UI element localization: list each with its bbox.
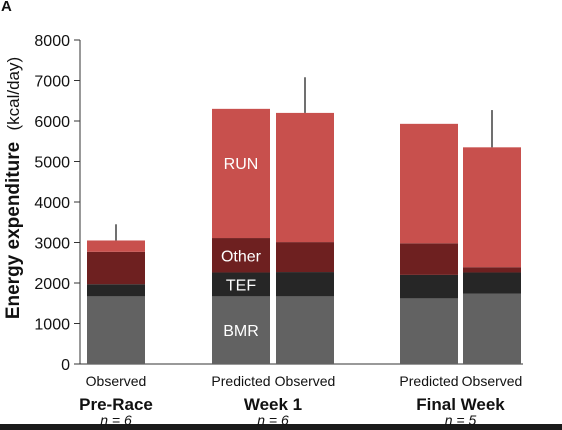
bar-segment-bmr bbox=[463, 293, 521, 364]
bar-segment-run bbox=[212, 108, 270, 239]
bar-label: Predicted bbox=[211, 373, 270, 389]
component-label-run: RUN bbox=[224, 156, 259, 173]
y-tick-label: 0 bbox=[61, 357, 70, 374]
bar-segment-run bbox=[463, 147, 521, 268]
group-label: Week 1 bbox=[244, 395, 302, 414]
y-tick-label: 5000 bbox=[34, 155, 70, 172]
y-tick-label: 1000 bbox=[34, 317, 70, 334]
bar-segment-other bbox=[87, 251, 145, 285]
error-bars bbox=[115, 77, 493, 241]
component-label-bmr: BMR bbox=[223, 323, 259, 340]
component-label-tef: TEF bbox=[226, 277, 256, 294]
panel-label: A bbox=[1, 0, 12, 15]
bar-label: Predicted bbox=[399, 373, 458, 389]
y-tick-label: 3000 bbox=[34, 236, 70, 253]
bars bbox=[87, 108, 521, 364]
y-axis-title-unit: (kcal/day) bbox=[4, 57, 23, 131]
bar-segment-other bbox=[400, 243, 458, 275]
group-n-label: n = 6 bbox=[100, 412, 132, 428]
bar-segment-other bbox=[212, 238, 270, 273]
bar-segment-bmr bbox=[87, 296, 145, 364]
bar-segment-tef bbox=[463, 272, 521, 294]
group-n-label: n = 5 bbox=[445, 412, 477, 428]
y-tick-label: 4000 bbox=[34, 195, 70, 212]
y-axis-title: Energy expenditure (kcal/day) bbox=[3, 57, 24, 319]
bar-segment-tef bbox=[400, 274, 458, 299]
group-n-label: n = 6 bbox=[257, 412, 289, 428]
bottom-border bbox=[0, 424, 562, 430]
y-axis-title-main: Energy expenditure bbox=[3, 142, 24, 319]
bar-label: Observed bbox=[462, 373, 523, 389]
bar-label: Observed bbox=[275, 373, 336, 389]
bar-segment-tef bbox=[87, 284, 145, 297]
y-tick-label: 7000 bbox=[34, 74, 70, 91]
y-tick-label: 6000 bbox=[34, 114, 70, 131]
bar-segment-tef bbox=[276, 272, 334, 297]
y-tick-label: 2000 bbox=[34, 276, 70, 293]
bar-segment-bmr bbox=[400, 298, 458, 364]
group-label: Final Week bbox=[416, 395, 505, 414]
bar-segment-other bbox=[463, 267, 521, 273]
y-tick-label: 8000 bbox=[34, 33, 70, 50]
y-axis: 0 1000 2000 3000 4000 5000 6000 7000 8000 bbox=[34, 33, 523, 374]
svg-text:Energy expenditure (kcal: Energy expenditure (kcal/day) bbox=[3, 57, 24, 319]
bar-segment-bmr bbox=[212, 296, 270, 364]
component-labels: BMR TEF Other RUN bbox=[221, 156, 262, 340]
bar-segment-tef bbox=[212, 272, 270, 297]
group-label: Pre-Race bbox=[79, 395, 153, 414]
bar-segment-other bbox=[276, 242, 334, 273]
bar-segment-bmr bbox=[276, 296, 334, 364]
bar-segment-run bbox=[276, 112, 334, 243]
component-label-other: Other bbox=[221, 248, 262, 265]
bar-segment-run bbox=[400, 123, 458, 244]
bar-segment-run bbox=[87, 240, 145, 252]
bar-label: Observed bbox=[86, 373, 147, 389]
